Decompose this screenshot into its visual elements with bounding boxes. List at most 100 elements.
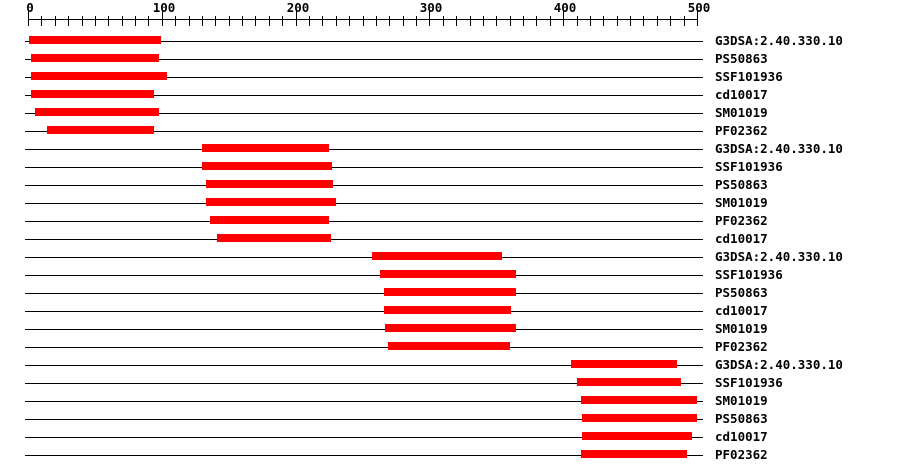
domain-match-bar — [35, 108, 159, 116]
minor-tick — [82, 16, 83, 26]
axis-tick-label: 100 — [152, 0, 176, 15]
domain-match-bar — [380, 270, 516, 278]
sequence-baseline — [25, 77, 703, 78]
minor-tick — [603, 16, 604, 26]
sequence-baseline — [25, 401, 703, 402]
sequence-baseline — [25, 383, 703, 384]
domain-match-bar — [31, 54, 159, 62]
minor-tick — [108, 16, 109, 26]
minor-tick — [148, 16, 149, 26]
domain-match-bar — [581, 450, 687, 458]
domain-match-bar — [582, 414, 697, 422]
sequence-baseline — [25, 239, 703, 240]
major-tick — [162, 11, 163, 26]
sequence-baseline — [25, 275, 703, 276]
axis-tick-label: 300 — [419, 0, 443, 15]
major-tick — [28, 11, 29, 26]
sequence-baseline — [25, 167, 703, 168]
sequence-baseline — [25, 455, 703, 456]
minor-tick — [336, 16, 337, 26]
sequence-baseline — [25, 149, 703, 150]
minor-tick — [483, 16, 484, 26]
row-label: SM01019 — [715, 393, 768, 408]
row-label: SM01019 — [715, 321, 768, 336]
minor-tick — [443, 16, 444, 26]
sequence-baseline — [25, 59, 703, 60]
sequence-baseline — [25, 185, 703, 186]
domain-match-bar — [31, 90, 154, 98]
sequence-baseline — [25, 347, 703, 348]
minor-tick — [215, 16, 216, 26]
domain-match-bar — [47, 126, 154, 134]
row-label: G3DSA:2.40.330.10 — [715, 141, 843, 156]
minor-tick — [389, 16, 390, 26]
domain-match-bar — [31, 72, 167, 80]
minor-tick — [95, 16, 96, 26]
domain-match-bar — [384, 288, 516, 296]
axis-tick-label: 0 — [26, 0, 34, 15]
row-label: SM01019 — [715, 195, 768, 210]
minor-tick — [684, 16, 685, 26]
domain-match-bar — [202, 144, 329, 152]
sequence-baseline — [25, 293, 703, 294]
minor-tick — [55, 16, 56, 26]
row-label: PS50863 — [715, 411, 768, 426]
domain-match-bar — [372, 252, 502, 260]
minor-tick — [456, 16, 457, 26]
row-label: SM01019 — [715, 105, 768, 120]
minor-tick — [322, 16, 323, 26]
row-label: PF02362 — [715, 123, 768, 138]
row-label: PS50863 — [715, 285, 768, 300]
minor-tick — [643, 16, 644, 26]
minor-tick — [135, 16, 136, 26]
row-label: SSF101936 — [715, 159, 783, 174]
minor-tick — [416, 16, 417, 26]
row-label: SSF101936 — [715, 69, 783, 84]
domain-match-bar — [385, 324, 516, 332]
sequence-baseline — [25, 95, 703, 96]
axis-tick-label: 500 — [687, 0, 711, 15]
sequence-baseline — [25, 419, 703, 420]
row-label: PF02362 — [715, 213, 768, 228]
minor-tick — [242, 16, 243, 26]
minor-tick — [376, 16, 377, 26]
row-label: G3DSA:2.40.330.10 — [715, 357, 843, 372]
minor-tick — [403, 16, 404, 26]
minor-tick — [349, 16, 350, 26]
domain-match-bar — [581, 396, 697, 404]
sequence-baseline — [25, 113, 703, 114]
major-tick — [296, 11, 297, 26]
minor-tick — [590, 16, 591, 26]
domain-match-bar — [384, 306, 511, 314]
minor-tick — [68, 16, 69, 26]
minor-tick — [470, 16, 471, 26]
major-tick — [429, 11, 430, 26]
minor-tick — [657, 16, 658, 26]
domain-match-bar — [206, 180, 333, 188]
minor-tick — [510, 16, 511, 26]
major-tick — [697, 11, 698, 26]
minor-tick — [202, 16, 203, 26]
minor-tick — [41, 16, 42, 26]
sequence-baseline — [25, 437, 703, 438]
row-label: PF02362 — [715, 339, 768, 354]
row-label: PS50863 — [715, 177, 768, 192]
axis-line — [28, 19, 697, 20]
domain-match-bar — [388, 342, 510, 350]
domain-match-bar — [210, 216, 329, 224]
minor-tick — [577, 16, 578, 26]
row-label: G3DSA:2.40.330.10 — [715, 249, 843, 264]
row-label: cd10017 — [715, 429, 768, 444]
minor-tick — [175, 16, 176, 26]
row-label: cd10017 — [715, 87, 768, 102]
minor-tick — [550, 16, 551, 26]
axis-tick-label: 200 — [286, 0, 310, 15]
minor-tick — [617, 16, 618, 26]
row-label: SSF101936 — [715, 375, 783, 390]
minor-tick — [670, 16, 671, 26]
minor-tick — [255, 16, 256, 26]
minor-tick — [523, 16, 524, 26]
sequence-baseline — [25, 311, 703, 312]
sequence-baseline — [25, 203, 703, 204]
